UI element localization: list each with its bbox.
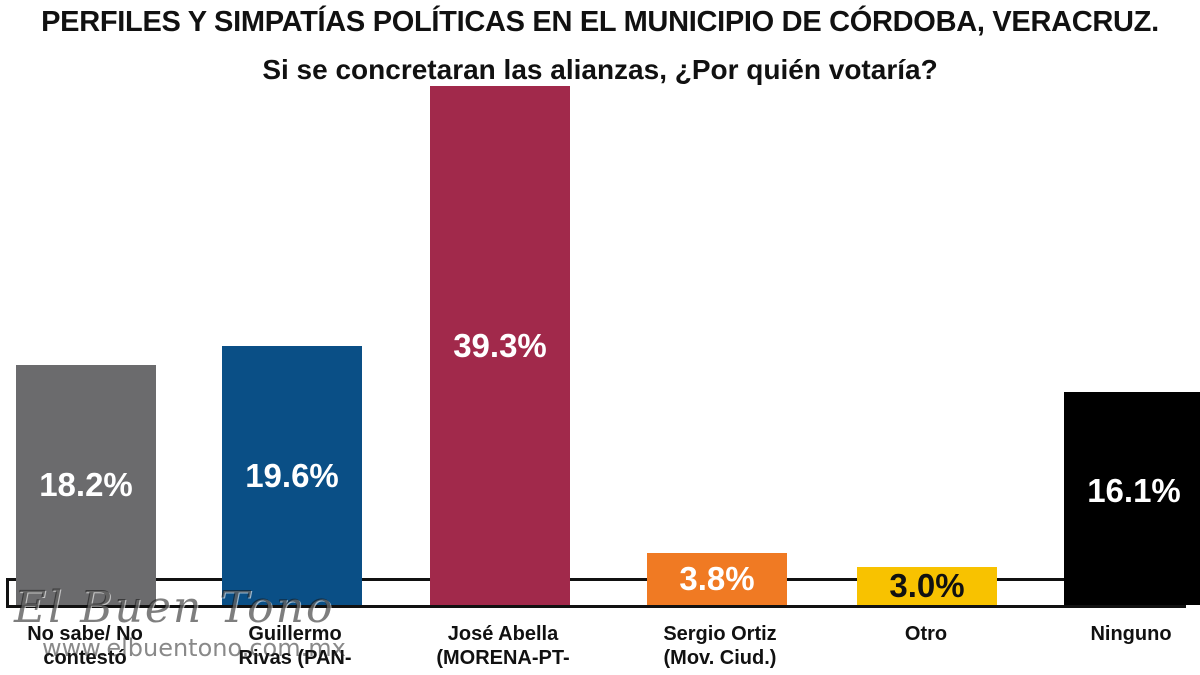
bar-value-label: 3.8% xyxy=(679,560,755,597)
bar-value-label: 39.3% xyxy=(453,326,547,364)
bar-2: 19.6% xyxy=(222,346,362,605)
bar-value-label: 18.2% xyxy=(39,466,133,503)
bar-4: 3.8% xyxy=(647,553,787,605)
bar-value-label: 16.1% xyxy=(1087,472,1181,509)
category-label: Sergio Ortiz (Mov. Ciud.) xyxy=(663,623,777,669)
bar-5: 3.0% xyxy=(857,567,997,605)
chart-title: PERFILES Y SIMPATÍAS POLÍTICAS EN EL MUN… xyxy=(41,6,1159,38)
bar-value-label: 19.6% xyxy=(245,456,339,494)
category-label: Ninguno xyxy=(1090,623,1172,645)
chart-subtitle: Si se concretaran las alianzas, ¿Por qui… xyxy=(262,54,938,85)
bar-3: 39.3% xyxy=(430,86,570,605)
category-label: Guillermo Rivas (PAN- xyxy=(238,623,352,669)
chart-baseline xyxy=(6,578,1186,608)
bar-value-label: 3.0% xyxy=(889,567,965,604)
bar-1: 18.2% xyxy=(16,365,156,605)
bar-6: 16.1% xyxy=(1064,392,1200,605)
category-label: Otro xyxy=(904,623,948,645)
category-label: José Abella (MORENA-PT- xyxy=(436,623,570,669)
category-label: No sabe/ No contestó xyxy=(27,623,143,669)
